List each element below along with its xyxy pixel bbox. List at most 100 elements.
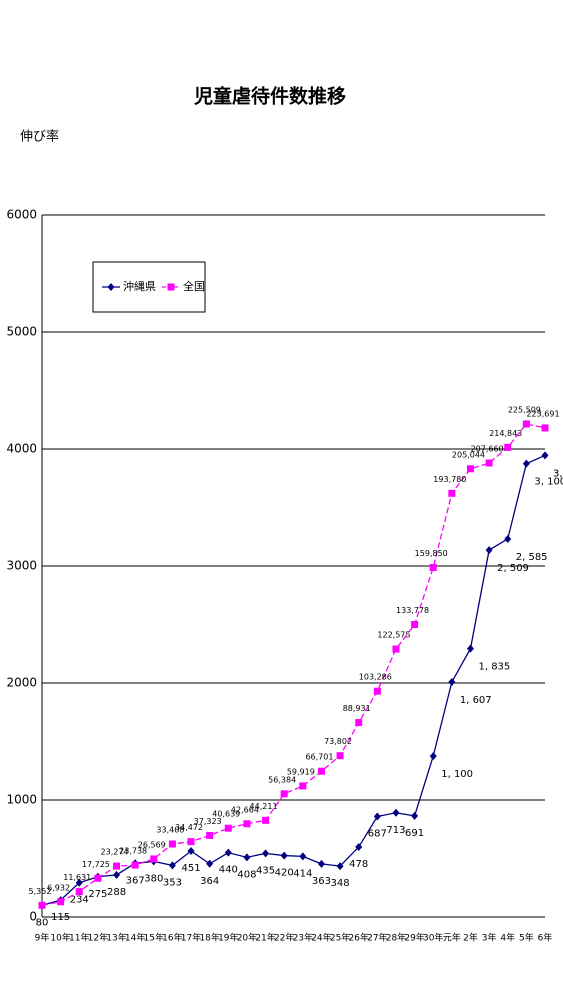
data-label: 59,919 [287, 767, 315, 776]
data-label: 122,575 [377, 631, 410, 640]
data-point [187, 838, 195, 846]
data-label: 33,408 [156, 825, 184, 834]
x-tick-label: 20年 [237, 932, 257, 944]
y-tick-label: 2000 [6, 676, 37, 690]
legend-marker [107, 283, 115, 291]
data-point [504, 534, 512, 543]
data-point [243, 820, 251, 828]
data-label: 691 [405, 828, 424, 839]
data-point [206, 859, 214, 868]
x-tick-label: 3年 [482, 932, 497, 944]
data-point [150, 855, 158, 863]
data-label: 42,664 [231, 805, 259, 814]
legend-label: 全国 [183, 279, 205, 293]
data-point [392, 808, 400, 817]
data-point [243, 853, 251, 862]
x-tick-label: 25年 [330, 932, 350, 944]
data-label: 5,352 [29, 887, 52, 896]
data-label: 1, 607 [460, 695, 492, 706]
chart-title: 児童虐待件数推移 [193, 85, 346, 108]
data-label: 353 [163, 877, 182, 888]
data-label: 34,472 [175, 823, 203, 832]
data-label: 435 [256, 865, 275, 876]
data-label: 288 [107, 887, 126, 898]
x-tick-label: 12年 [88, 932, 108, 944]
data-label: 2, 509 [497, 563, 529, 574]
x-tick-label: 30年 [423, 932, 443, 944]
x-tick-label: 9年 [35, 932, 50, 944]
y-tick-label: 1000 [6, 793, 37, 807]
data-point [75, 878, 83, 887]
data-point [262, 816, 270, 824]
x-tick-label: 29年 [404, 932, 424, 944]
data-point [317, 767, 325, 775]
data-point [336, 862, 344, 871]
y-axis-label: 伸び率 [20, 129, 59, 145]
data-point [336, 752, 344, 760]
x-tick-label: 4年 [500, 932, 515, 944]
data-label: 440 [219, 865, 238, 876]
data-point [206, 831, 214, 839]
data-label: 193,780 [433, 475, 466, 484]
data-label: 11,631 [63, 873, 91, 882]
data-point [392, 645, 400, 653]
x-tick-label: 14年 [125, 932, 145, 944]
data-point [485, 546, 493, 555]
data-label: 420 [275, 868, 294, 879]
data-label: 3, 100 [534, 477, 563, 488]
data-label: 1, 100 [441, 769, 473, 780]
x-tick-label: 15年 [144, 932, 164, 944]
data-point [224, 824, 232, 832]
data-point [522, 459, 530, 468]
data-label: 23,738 [119, 847, 147, 856]
y-tick-label: 0 [29, 910, 37, 924]
data-label: 408 [237, 869, 256, 880]
data-label: 17,725 [82, 860, 110, 869]
data-point [504, 443, 512, 451]
data-label: 159,850 [415, 549, 448, 558]
data-label: 37,323 [194, 817, 222, 826]
data-label: 23,274 [101, 848, 129, 857]
data-point [355, 843, 363, 852]
data-point [57, 898, 65, 906]
data-point [373, 812, 381, 821]
data-point [429, 752, 437, 761]
data-label: 26,569 [138, 840, 166, 849]
data-label: 66,701 [305, 753, 333, 762]
data-label: 80 [36, 917, 49, 928]
data-point [411, 621, 419, 628]
data-point [113, 862, 121, 870]
legend: 沖縄県 全国 [92, 261, 206, 313]
data-label: 6,932 [47, 883, 70, 892]
data-label: 225,509 [508, 405, 541, 414]
data-point [131, 861, 139, 869]
data-point [466, 644, 474, 653]
x-tick-label: 18年 [199, 932, 219, 944]
y-tick-label: 6000 [6, 208, 37, 222]
data-point [299, 852, 307, 861]
data-point [373, 687, 381, 695]
x-tick-label: 17年 [181, 932, 201, 944]
data-label: 414 [293, 868, 312, 879]
data-label: 223,691 [526, 409, 559, 418]
y-tick-label: 5000 [6, 325, 37, 339]
x-tick-label: 26年 [348, 932, 368, 944]
data-label: 214,843 [489, 429, 522, 438]
data-label: 2, 585 [516, 552, 548, 563]
legend-label: 沖縄県 [123, 279, 156, 293]
x-tick-label: 24年 [311, 932, 331, 944]
data-point [541, 451, 549, 460]
data-label: 451 [181, 863, 200, 874]
legend-marker [167, 283, 175, 291]
data-label: 1, 835 [478, 662, 510, 673]
data-label: 713 [386, 825, 405, 836]
data-label: 103,286 [359, 673, 392, 682]
x-tick-label: 5年 [519, 932, 534, 944]
x-tick-label: 19年 [218, 932, 238, 944]
x-tick-label: 23年 [293, 932, 313, 944]
x-tick-label: 2年 [463, 932, 478, 944]
data-label: 88,931 [343, 704, 371, 713]
data-label: 380 [144, 873, 163, 884]
data-label: 687 [368, 828, 387, 839]
